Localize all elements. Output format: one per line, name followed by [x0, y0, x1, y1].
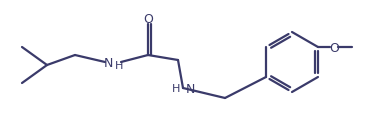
Text: H: H	[171, 84, 180, 94]
Text: H: H	[115, 61, 123, 71]
Text: N: N	[186, 83, 195, 96]
Text: O: O	[329, 42, 339, 55]
Text: N: N	[104, 57, 113, 70]
Text: O: O	[143, 13, 153, 26]
